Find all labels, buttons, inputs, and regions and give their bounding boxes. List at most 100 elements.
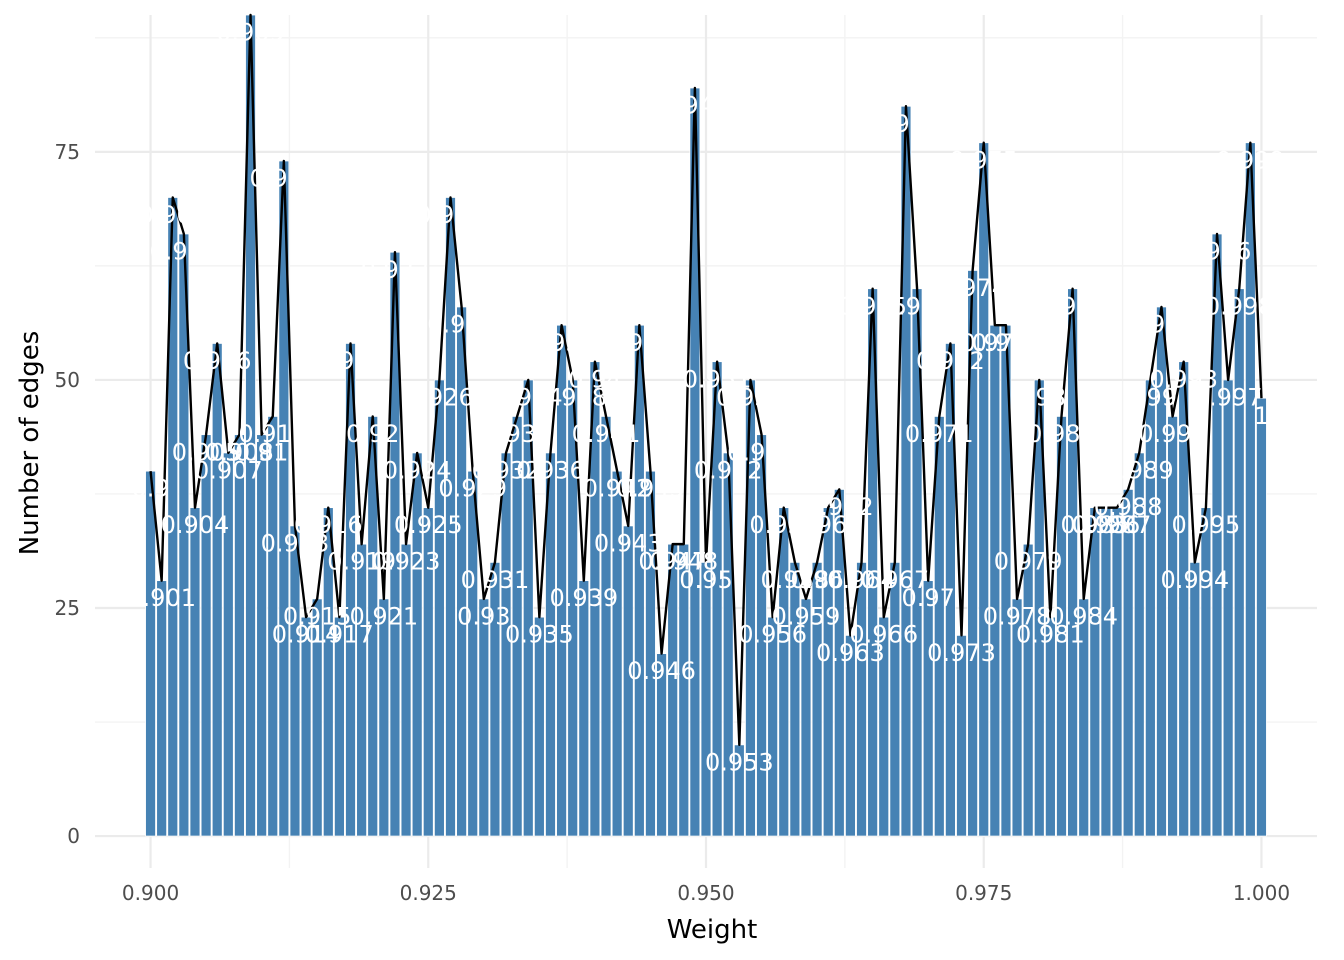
data-label: 0.928: [427, 311, 496, 339]
data-label: 0.926: [405, 384, 474, 412]
data-label: 0.984: [1049, 602, 1118, 630]
bar: [1100, 507, 1112, 837]
bars: [145, 14, 1267, 837]
data-label: 0.91: [235, 438, 288, 466]
data-label: 0.959: [772, 602, 841, 630]
data-label: 0.997: [1194, 384, 1263, 412]
data-label: 0.914: [272, 621, 341, 649]
x-tick-label: 0.950: [677, 881, 734, 905]
data-label: 0.97: [901, 584, 954, 612]
data-label: 0.935: [505, 621, 574, 649]
data-label: 0.9: [131, 475, 169, 503]
bar: [1256, 397, 1267, 837]
data-label: 0.985: [1060, 511, 1129, 539]
bar: [300, 616, 312, 837]
data-label: 0.945: [616, 475, 685, 503]
data-label: 0.993: [1149, 365, 1218, 393]
data-label: 0.902: [138, 201, 207, 229]
data-label: 0.923: [372, 548, 441, 576]
data-label: 0.933: [483, 420, 552, 448]
bar: [922, 580, 934, 837]
data-label: 0.905: [172, 438, 241, 466]
data-label: 0.988: [1094, 493, 1163, 521]
data-label: 0.971: [905, 420, 974, 448]
data-label: 0.911: [238, 420, 307, 448]
x-tick-label: 0.975: [955, 881, 1012, 905]
bar: [700, 561, 712, 837]
data-label: 0.998: [1205, 292, 1274, 320]
data-label: 0.917: [305, 621, 374, 649]
data-label: 0.946: [627, 657, 696, 685]
data-label: 0.958: [761, 566, 830, 594]
bar: [334, 616, 345, 837]
data-label: 0.96: [790, 566, 843, 594]
bar: [578, 580, 590, 837]
data-label: 0.963: [816, 639, 885, 667]
data-label: 0.968: [872, 110, 941, 138]
data-label: 0.904: [161, 511, 230, 539]
data-label: 0.954: [716, 384, 785, 412]
data-label: 0.957: [749, 511, 818, 539]
bar: [1222, 379, 1234, 837]
bar: [778, 507, 790, 837]
data-label: 0.912: [249, 165, 318, 193]
bar: [822, 507, 834, 837]
data-label: 0.948: [649, 548, 718, 576]
data-label: 0.979: [994, 548, 1063, 576]
data-label: 0.934: [494, 384, 563, 412]
bar: [378, 598, 390, 837]
bar: [1144, 379, 1156, 837]
data-label: 0.999: [1216, 146, 1285, 174]
data-label: 0.903: [150, 238, 219, 266]
data-label: 0.941: [572, 420, 641, 448]
bar: [145, 470, 156, 837]
bar: [467, 470, 479, 837]
bar: [256, 434, 268, 837]
data-label: 0.927: [416, 201, 485, 229]
data-label: 0.981: [1016, 621, 1085, 649]
data-label: 0.974: [938, 274, 1007, 302]
bar: [289, 525, 301, 837]
bar: [1122, 488, 1134, 837]
data-label: 1: [1254, 402, 1269, 430]
bar: [1044, 616, 1056, 837]
y-axis-title: Number of edges: [15, 331, 45, 556]
data-label: 0.953: [705, 748, 774, 776]
data-labels: 0.90.9010.9020.9030.9040.9050.9060.9070.…: [127, 19, 1284, 777]
bar: [767, 616, 779, 837]
data-label: 0.994: [1160, 566, 1229, 594]
data-label: 0.98: [1013, 384, 1066, 412]
bar: [1022, 543, 1034, 837]
data-label: 0.922: [361, 256, 430, 284]
data-label: 0.965: [838, 292, 907, 320]
x-axis-ticks: 0.900 0.925 0.950 0.975 1.000: [122, 881, 1290, 905]
bar: [989, 324, 1001, 837]
data-label: 0.909: [216, 19, 285, 47]
data-label: 0.92: [346, 420, 399, 448]
data-label: 0.921: [349, 602, 418, 630]
bar: [611, 470, 623, 837]
bar: [1233, 288, 1245, 837]
data-label: 0.952: [694, 456, 763, 484]
bar: [1111, 507, 1123, 837]
data-label: 0.964: [827, 566, 896, 594]
bar: [889, 561, 901, 837]
bar: [533, 616, 545, 837]
data-label: 0.918: [316, 347, 385, 375]
data-label: 0.956: [738, 621, 807, 649]
data-label: 0.982: [1027, 420, 1096, 448]
data-label: 0.929: [438, 475, 507, 503]
bar: [433, 379, 445, 837]
data-label: 0.955: [727, 438, 796, 466]
data-label: 0.989: [1105, 456, 1174, 484]
x-tick-label: 0.925: [400, 881, 457, 905]
data-label: 0.93: [457, 602, 510, 630]
x-tick-label: 0.900: [122, 881, 179, 905]
bar: [189, 507, 201, 837]
data-label: 0.919: [327, 548, 396, 576]
data-label: 0.901: [127, 584, 196, 612]
data-label: 0.969: [883, 292, 952, 320]
bar: [1189, 561, 1201, 837]
data-label: 0.978: [983, 602, 1052, 630]
